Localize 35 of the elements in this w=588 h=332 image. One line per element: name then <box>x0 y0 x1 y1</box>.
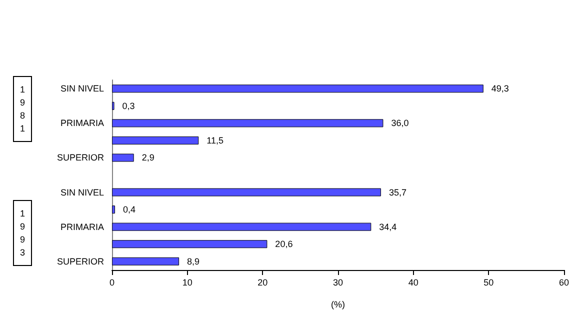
bar <box>112 206 116 214</box>
data-label: 35,7 <box>388 187 406 198</box>
x-tick-label: 40 <box>408 278 418 288</box>
y-tick-label: SUPERIOR <box>56 152 104 163</box>
x-tick-label: 60 <box>558 278 570 288</box>
data-label: 0,3 <box>122 100 135 111</box>
bar <box>112 257 180 266</box>
y-tick-label: PRIMARIA <box>60 222 104 232</box>
x-tick-label: 50 <box>484 278 494 288</box>
data-label: 20,6 <box>275 239 293 250</box>
bar <box>112 188 381 196</box>
y-tick-label: SIN NIVEL <box>60 187 104 198</box>
data-label: 2,9 <box>142 152 154 163</box>
data-label: 8,9 <box>187 256 200 266</box>
text: 1993 <box>20 208 26 258</box>
y-tick-label: SUPERIOR <box>56 256 104 266</box>
bar <box>112 240 268 248</box>
bar <box>112 84 484 93</box>
data-label: 49,3 <box>491 84 509 94</box>
x-tick-label: 10 <box>182 278 192 288</box>
bar <box>112 154 134 162</box>
data-label: 11,5 <box>206 135 224 146</box>
x-tick-label: 30 <box>332 278 344 288</box>
x-tick-label: 20 <box>258 278 268 288</box>
bar <box>112 119 384 128</box>
bar <box>112 136 199 144</box>
data-label: 36,0 <box>391 118 409 128</box>
y-tick-label: PRIMARIA <box>60 118 104 128</box>
data-label: 0,4 <box>123 204 136 215</box>
data-label: 34,4 <box>379 222 397 232</box>
x-tick-label: 0 <box>109 278 115 288</box>
x-axis-title: (%) <box>331 300 345 310</box>
text: 1981 <box>20 84 26 134</box>
y-tick-label: SIN NIVEL <box>60 84 104 94</box>
bar <box>112 222 372 231</box>
